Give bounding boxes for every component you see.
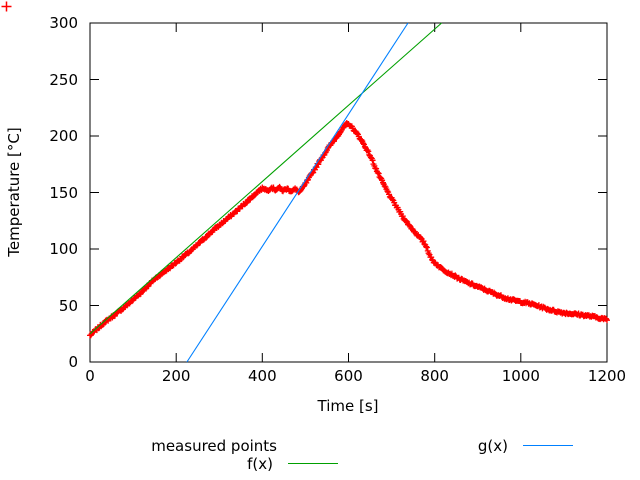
y-tick-label: 50 [58,296,78,315]
x-tick-label: 400 [248,367,277,385]
plus-marker-icon [1,1,12,12]
y-tick-label: 250 [49,70,78,89]
legend-label-measured-points: measured points [151,437,277,455]
x-tick-label: 1200 [587,367,627,385]
x-tick-label: 800 [420,367,449,385]
y-tick-label: 100 [49,240,78,258]
x-tick-label: 0 [85,367,95,385]
y-tick-label: 150 [49,183,78,202]
y-tick-label: 0 [68,353,78,371]
x-tick-label: 600 [334,367,363,385]
legend-label-g: g(x) [477,437,508,455]
green-line-sample-icon [288,463,338,464]
legend-label-f: f(x) [247,455,273,473]
y-tick-label: 200 [49,127,78,145]
x-tick-label: 1000 [501,367,540,385]
x-axis-title: Time [s] [317,397,379,415]
blue-line-sample-icon [523,445,573,446]
y-tick-label: 300 [49,14,78,32]
x-tick-label: 200 [161,367,191,385]
